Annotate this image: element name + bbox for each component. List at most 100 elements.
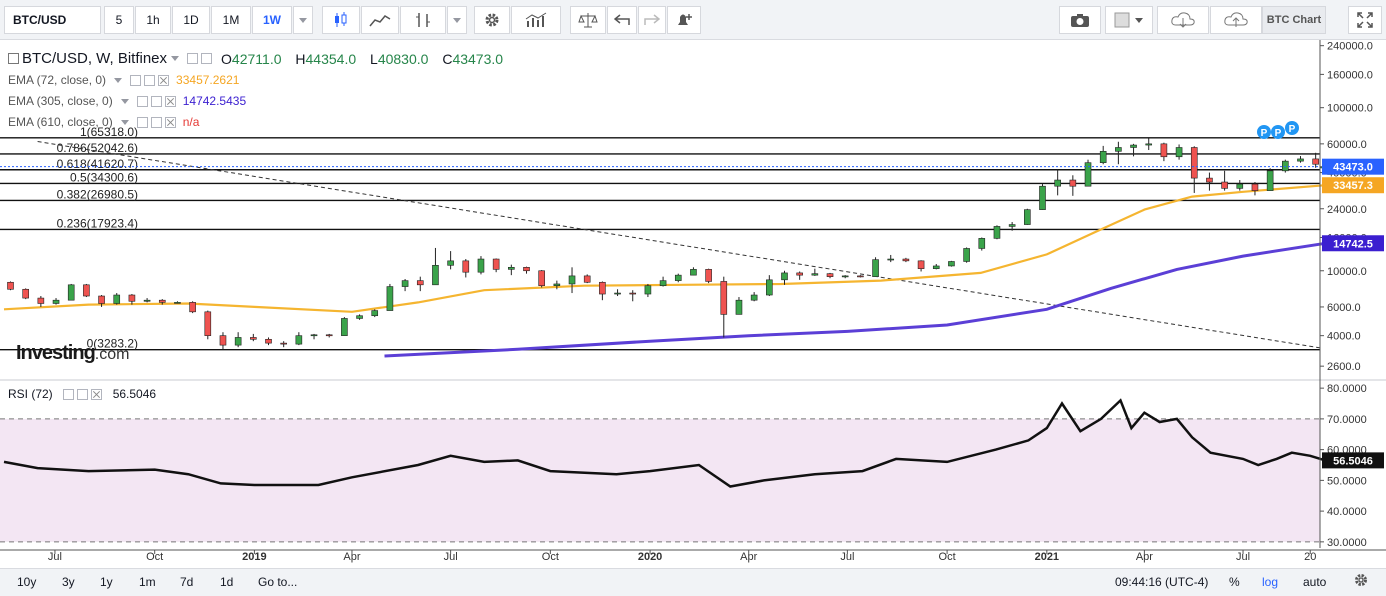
alert-button[interactable] — [667, 6, 701, 34]
interval-button-1h[interactable]: 1h — [135, 6, 171, 34]
candle — [204, 311, 212, 336]
range-1y-button[interactable]: 1y — [100, 575, 113, 589]
last-price-tag-label: 43473.0 — [1333, 162, 1373, 174]
candle — [705, 269, 712, 282]
collapse-legend-icon[interactable] — [8, 53, 19, 64]
log-scale-button[interactable]: log — [1262, 575, 1279, 589]
chevron-down-icon[interactable] — [171, 56, 180, 61]
candle — [310, 334, 318, 337]
rsi-band-fill — [0, 418, 1320, 542]
range-7d-button[interactable]: 7d — [180, 575, 194, 589]
chevron-down-icon[interactable] — [120, 119, 129, 125]
line-style-button[interactable] — [361, 6, 399, 34]
candle — [1175, 147, 1183, 158]
candle — [872, 259, 879, 277]
chevron-down-icon — [453, 17, 461, 23]
watermark-brand: Investing — [16, 342, 96, 364]
gear-icon[interactable] — [144, 74, 156, 86]
x-tick-label: Oct — [542, 551, 559, 563]
candle — [492, 258, 500, 270]
range-3y-button[interactable]: 3y — [62, 575, 75, 589]
redo-button[interactable] — [638, 6, 666, 34]
eye-icon[interactable] — [136, 116, 148, 128]
screenshot-button[interactable] — [1059, 6, 1101, 34]
candle — [720, 281, 728, 315]
close-icon[interactable] — [90, 388, 102, 400]
candle — [356, 315, 363, 319]
interval-button-1d[interactable]: 1D — [172, 6, 210, 34]
candle — [887, 258, 895, 261]
interval-button-1w[interactable]: 1W — [252, 6, 292, 34]
goto-button[interactable]: Go to... — [258, 575, 298, 589]
interval-label: 1h — [146, 13, 160, 27]
eye-icon[interactable] — [136, 95, 148, 107]
eye-icon[interactable] — [130, 74, 142, 86]
candle — [1282, 160, 1289, 172]
load-chart-button[interactable] — [1157, 6, 1209, 34]
candle — [629, 292, 637, 295]
high-value: 44354.0 — [305, 50, 357, 67]
candle — [280, 342, 287, 345]
close-icon[interactable] — [158, 74, 170, 86]
ema72-value: 33457.2621 — [176, 73, 240, 87]
chart-area[interactable]: 1(65318.0) 0.786(52042.6) 0.618(41620.7) 0.… — [0, 40, 1386, 568]
candle — [67, 284, 75, 301]
gear-icon[interactable] — [201, 53, 213, 64]
auto-scale-button[interactable]: auto — [1303, 575, 1327, 589]
bars-style-button[interactable] — [400, 6, 446, 34]
ema72-legend: EMA (72, close, 0) 33457.2621 — [8, 73, 239, 87]
range-10y-button[interactable]: 10y — [17, 575, 37, 589]
close-icon[interactable] — [164, 95, 176, 107]
x-tick-label: 20 — [1304, 551, 1316, 563]
ema-line — [384, 241, 1326, 358]
chart-name-button[interactable]: BTC Chart — [1262, 6, 1326, 34]
chart-canvas[interactable]: 1(65318.0)0.786(52042.6)0.618(41620.7)0.… — [0, 40, 1386, 568]
compare-button[interactable] — [570, 6, 606, 34]
candles-style-button[interactable] — [322, 6, 360, 34]
x-tick-label: Jul — [840, 551, 854, 563]
range-1d-button[interactable]: 1d — [220, 575, 234, 589]
chevron-down-icon[interactable] — [114, 77, 123, 83]
candle — [750, 294, 758, 301]
gear-icon[interactable] — [150, 95, 162, 107]
background-color-button[interactable] — [1105, 6, 1153, 34]
bar-chart-icon — [416, 13, 430, 27]
chevron-down-icon[interactable] — [120, 98, 129, 104]
candle — [508, 267, 515, 270]
rsi-y-tick-label: 50.0000 — [1327, 475, 1367, 487]
candle — [963, 248, 970, 262]
interval-label: 1D — [183, 13, 199, 27]
eye-icon[interactable] — [62, 388, 74, 400]
candle — [128, 294, 136, 302]
percent-scale-button[interactable]: % — [1229, 575, 1240, 589]
interval-button-1m[interactable]: 1M — [211, 6, 251, 34]
save-chart-button[interactable] — [1210, 6, 1262, 34]
candle — [1297, 158, 1304, 162]
gear-icon[interactable] — [76, 388, 88, 400]
interval-button-5[interactable]: 5 — [104, 6, 134, 34]
y-tick-label: 240000.0 — [1327, 41, 1373, 53]
candle — [386, 286, 394, 311]
gear-icon[interactable] — [150, 116, 162, 128]
undo-button[interactable] — [607, 6, 637, 34]
bell-plus-icon — [678, 14, 692, 25]
settings-gear-button[interactable] — [1353, 572, 1369, 591]
y-tick-label: 4000.0 — [1327, 331, 1361, 343]
chart-style-dropdown[interactable] — [447, 6, 467, 34]
close-icon[interactable] — [164, 116, 176, 128]
interval-label: 1M — [222, 13, 240, 27]
fullscreen-button[interactable] — [1348, 6, 1382, 34]
eye-icon[interactable] — [187, 53, 199, 64]
candle — [113, 294, 121, 304]
event-marker-label: P — [1261, 128, 1268, 139]
rsi-value-tag — [1322, 452, 1384, 469]
candle — [52, 299, 60, 304]
symbol-search-input[interactable]: BTC/USD — [4, 6, 101, 34]
indicators-button[interactable] — [511, 6, 561, 34]
interval-dropdown-button[interactable] — [293, 6, 313, 34]
range-1m-button[interactable]: 1m — [139, 575, 156, 589]
settings-button[interactable] — [474, 6, 510, 34]
cloud-upload-icon — [1224, 12, 1248, 27]
fib-level-label: 0.5(34300.6) — [70, 170, 138, 184]
candle — [265, 338, 272, 344]
